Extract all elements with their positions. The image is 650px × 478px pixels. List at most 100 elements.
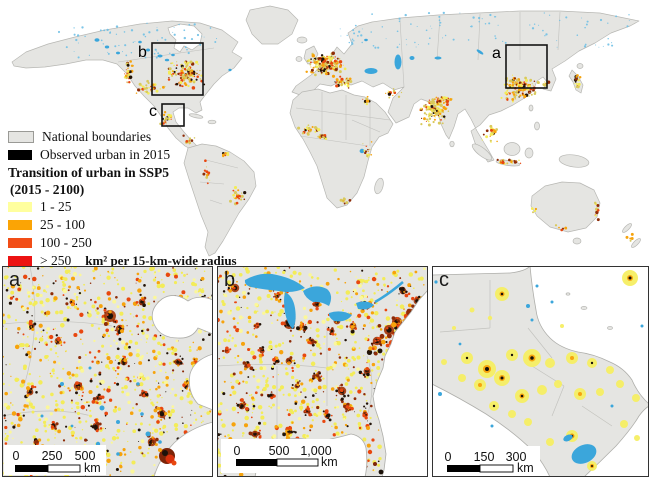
scalebar-white-segment: [479, 464, 514, 473]
island-sri-lanka: [449, 140, 455, 148]
lake-huron: [303, 286, 332, 306]
legend-label-class-2: 25 - 100: [40, 216, 85, 232]
inset-a-shanghai-cluster: [158, 448, 177, 466]
island-hokkaido: [576, 63, 584, 69]
scalebar-tick: 250: [42, 449, 63, 463]
island-tasmania: [572, 237, 582, 245]
inset-a-border: [2, 266, 213, 477]
scalebar-unit: km: [84, 461, 101, 475]
scalebar-tick: 1,000: [300, 444, 331, 458]
island-ireland: [295, 56, 303, 62]
bohai-sea: [151, 295, 213, 339]
scalebar-unit: km: [321, 455, 338, 469]
inset-marker-label-b: b: [138, 44, 147, 61]
lake-erie: [328, 311, 352, 322]
world-lakes: [94, 38, 484, 154]
inset-map-a: 0 250 500 km a: [2, 266, 213, 477]
inset-a-lakes: [40, 366, 162, 456]
inset-c-islands: [565, 292, 613, 330]
continent-eurasia: [291, 10, 640, 163]
scalebar-tick: 300: [506, 450, 527, 464]
island-hispaniola: [207, 119, 217, 125]
map-legend: National boundaries Observed urban in 20…: [8, 128, 248, 270]
legend-row-class-1: 1 - 25: [8, 198, 248, 215]
legend-title: Transition of urban in SSP5: [8, 165, 170, 180]
inset-map-b: 0 500 1,000 km b: [217, 266, 428, 477]
legend-row-national-boundaries: National boundaries: [8, 128, 248, 145]
inset-marker-label-c: c: [149, 103, 157, 120]
lake-nicaragua: [571, 444, 597, 464]
inset-c-scalebar: 0 150 300 km: [445, 450, 534, 475]
scalebar-white-segment: [276, 458, 319, 467]
inset-b-scalebar-panel: [221, 439, 343, 473]
scalebar-tick: 0: [13, 449, 20, 463]
inset-b-label: b: [224, 269, 235, 291]
inset-b-border: [217, 266, 428, 477]
great-lakes: [244, 273, 404, 329]
island-new-guinea: [558, 154, 590, 168]
scalebar-tick: 0: [234, 444, 241, 458]
inset-a-scalebar: 0 250 500 km: [13, 449, 101, 475]
scalebar-black-segment: [447, 465, 480, 472]
inset-marker-box-a: [505, 44, 548, 89]
legend-unit-label: km² per 15-km-wide radius: [85, 252, 237, 268]
island-taiwan: [528, 104, 534, 112]
inset-c-urban-blobs: [441, 270, 640, 471]
scalebar-tick: 500: [75, 449, 96, 463]
atlantic-ocean: [372, 289, 428, 477]
inset-c-boundaries: [439, 280, 613, 427]
island-nz-south: [631, 238, 641, 248]
inset-markers: [151, 42, 548, 127]
legend-swatch-class-2: [8, 219, 32, 230]
island-madagascar: [374, 177, 384, 195]
island-borneo: [503, 142, 521, 156]
island-nz-north: [622, 223, 632, 233]
legend-label-class-4: > 250: [40, 252, 72, 268]
inset-marker-label-a: a: [492, 45, 501, 62]
lake-michigan: [284, 292, 296, 329]
continent-greenland: [245, 5, 299, 45]
lake-managua: [563, 434, 573, 442]
legend-swatch-class-1: [8, 201, 32, 212]
legend-label-class-1: 1 - 25: [40, 198, 72, 214]
world-map: a b c: [11, 5, 641, 257]
caribbean-sea: [529, 266, 649, 405]
yellow-sea: [188, 353, 213, 411]
legend-label-class-3: 100 - 250: [40, 234, 92, 250]
legend-row-class-2: 25 - 100: [8, 216, 248, 233]
legend-row-class-3: 100 - 250: [8, 234, 248, 251]
legend-label-national-boundaries: National boundaries: [42, 128, 152, 144]
legend-row-class-4: > 250 km² per 15-km-wide radius: [8, 252, 248, 269]
scalebar-black-segment: [15, 465, 48, 472]
legend-label-observed-urban: Observed urban in 2015: [40, 146, 171, 162]
island-philippines: [534, 121, 540, 131]
scalebar-tick: 150: [474, 450, 495, 464]
scalebar-unit: km: [517, 461, 534, 475]
legend-swatch-national-boundaries: [8, 130, 34, 143]
continent-north-america: [11, 20, 243, 152]
scalebar-tick: 500: [269, 444, 290, 458]
scalebar-tick: 0: [445, 450, 452, 464]
continent-africa: [289, 88, 394, 209]
legend-subtitle: (2015 - 2100): [10, 182, 85, 197]
legend-swatch-class-4: [8, 255, 32, 266]
scalebar-black-segment: [236, 459, 277, 466]
lake-superior: [244, 273, 305, 292]
inset-c-border: [432, 266, 649, 477]
island-sulawesi: [524, 147, 534, 159]
inset-a-urban-dots: [2, 266, 213, 477]
scalebar-white-segment: [47, 464, 81, 473]
island-sumatra: [471, 143, 493, 161]
continent-australia: [530, 181, 601, 233]
national-boundaries-lines: [117, 11, 561, 205]
island-cuba: [188, 113, 204, 119]
inset-a-label: a: [9, 269, 21, 291]
inset-b-scalebar: 0 500 1,000 km: [234, 444, 338, 469]
legend-swatch-observed-urban: [8, 149, 32, 160]
inset-b-florida-cities: [366, 426, 384, 475]
inset-c-lakes: [434, 280, 644, 464]
st-lawrence-river: [374, 281, 404, 304]
lake-ontario: [356, 301, 374, 310]
continents: [11, 5, 641, 257]
